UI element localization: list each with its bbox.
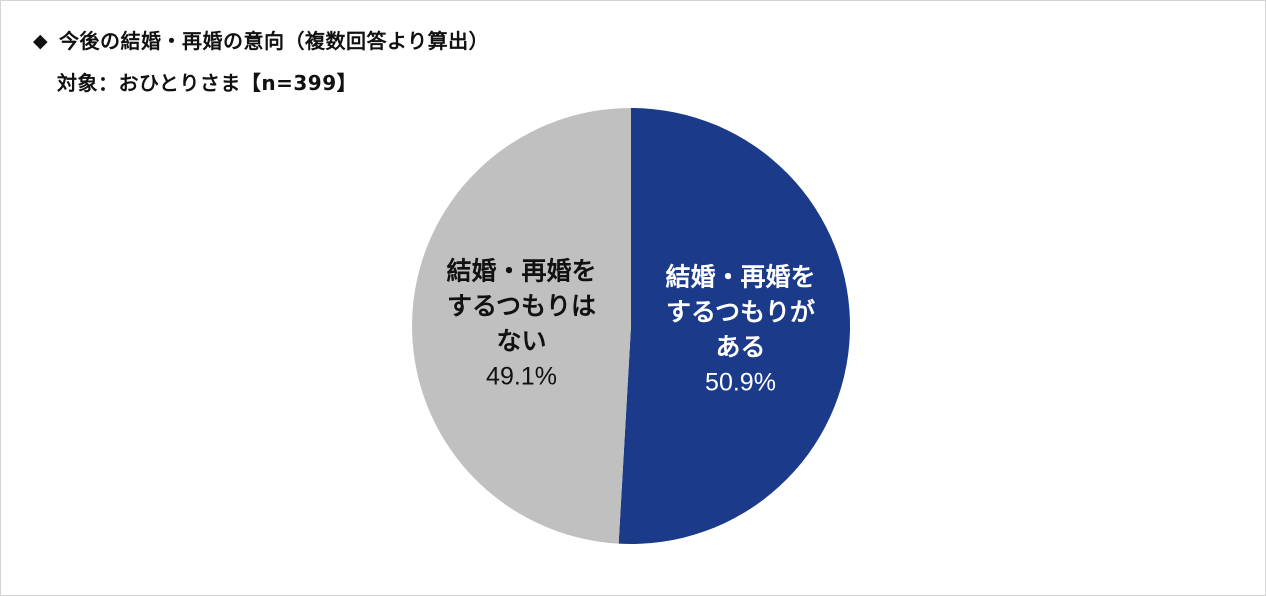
slice-label-line: ある (715, 333, 765, 362)
slice-label-line: 結婚・再婚を (665, 263, 815, 292)
pie-slice-no (412, 108, 631, 544)
chart-subtitle: 対象：おひとりさま【n=399】 (57, 71, 358, 95)
chart-title: 今後の結婚・再婚の意向（複数回答より算出） (59, 29, 490, 53)
slice-label-line: 結婚・再婚を (446, 256, 596, 285)
slice-label-line: するつもりが (666, 298, 815, 327)
pie-slice-yes (618, 108, 851, 544)
slice-value-label: 50.9% (705, 369, 776, 397)
slice-label-line: するつもりは (447, 291, 596, 320)
diamond-bullet-icon: ◆ (33, 30, 49, 52)
slice-label-line: ない (496, 326, 546, 355)
chart-header: ◆ 今後の結婚・再婚の意向（複数回答より算出） 対象：おひとりさま【n=399】 (33, 27, 489, 97)
slice-value-label: 49.1% (486, 362, 557, 390)
chart-title-row: ◆ 今後の結婚・再婚の意向（複数回答より算出） (33, 27, 489, 55)
